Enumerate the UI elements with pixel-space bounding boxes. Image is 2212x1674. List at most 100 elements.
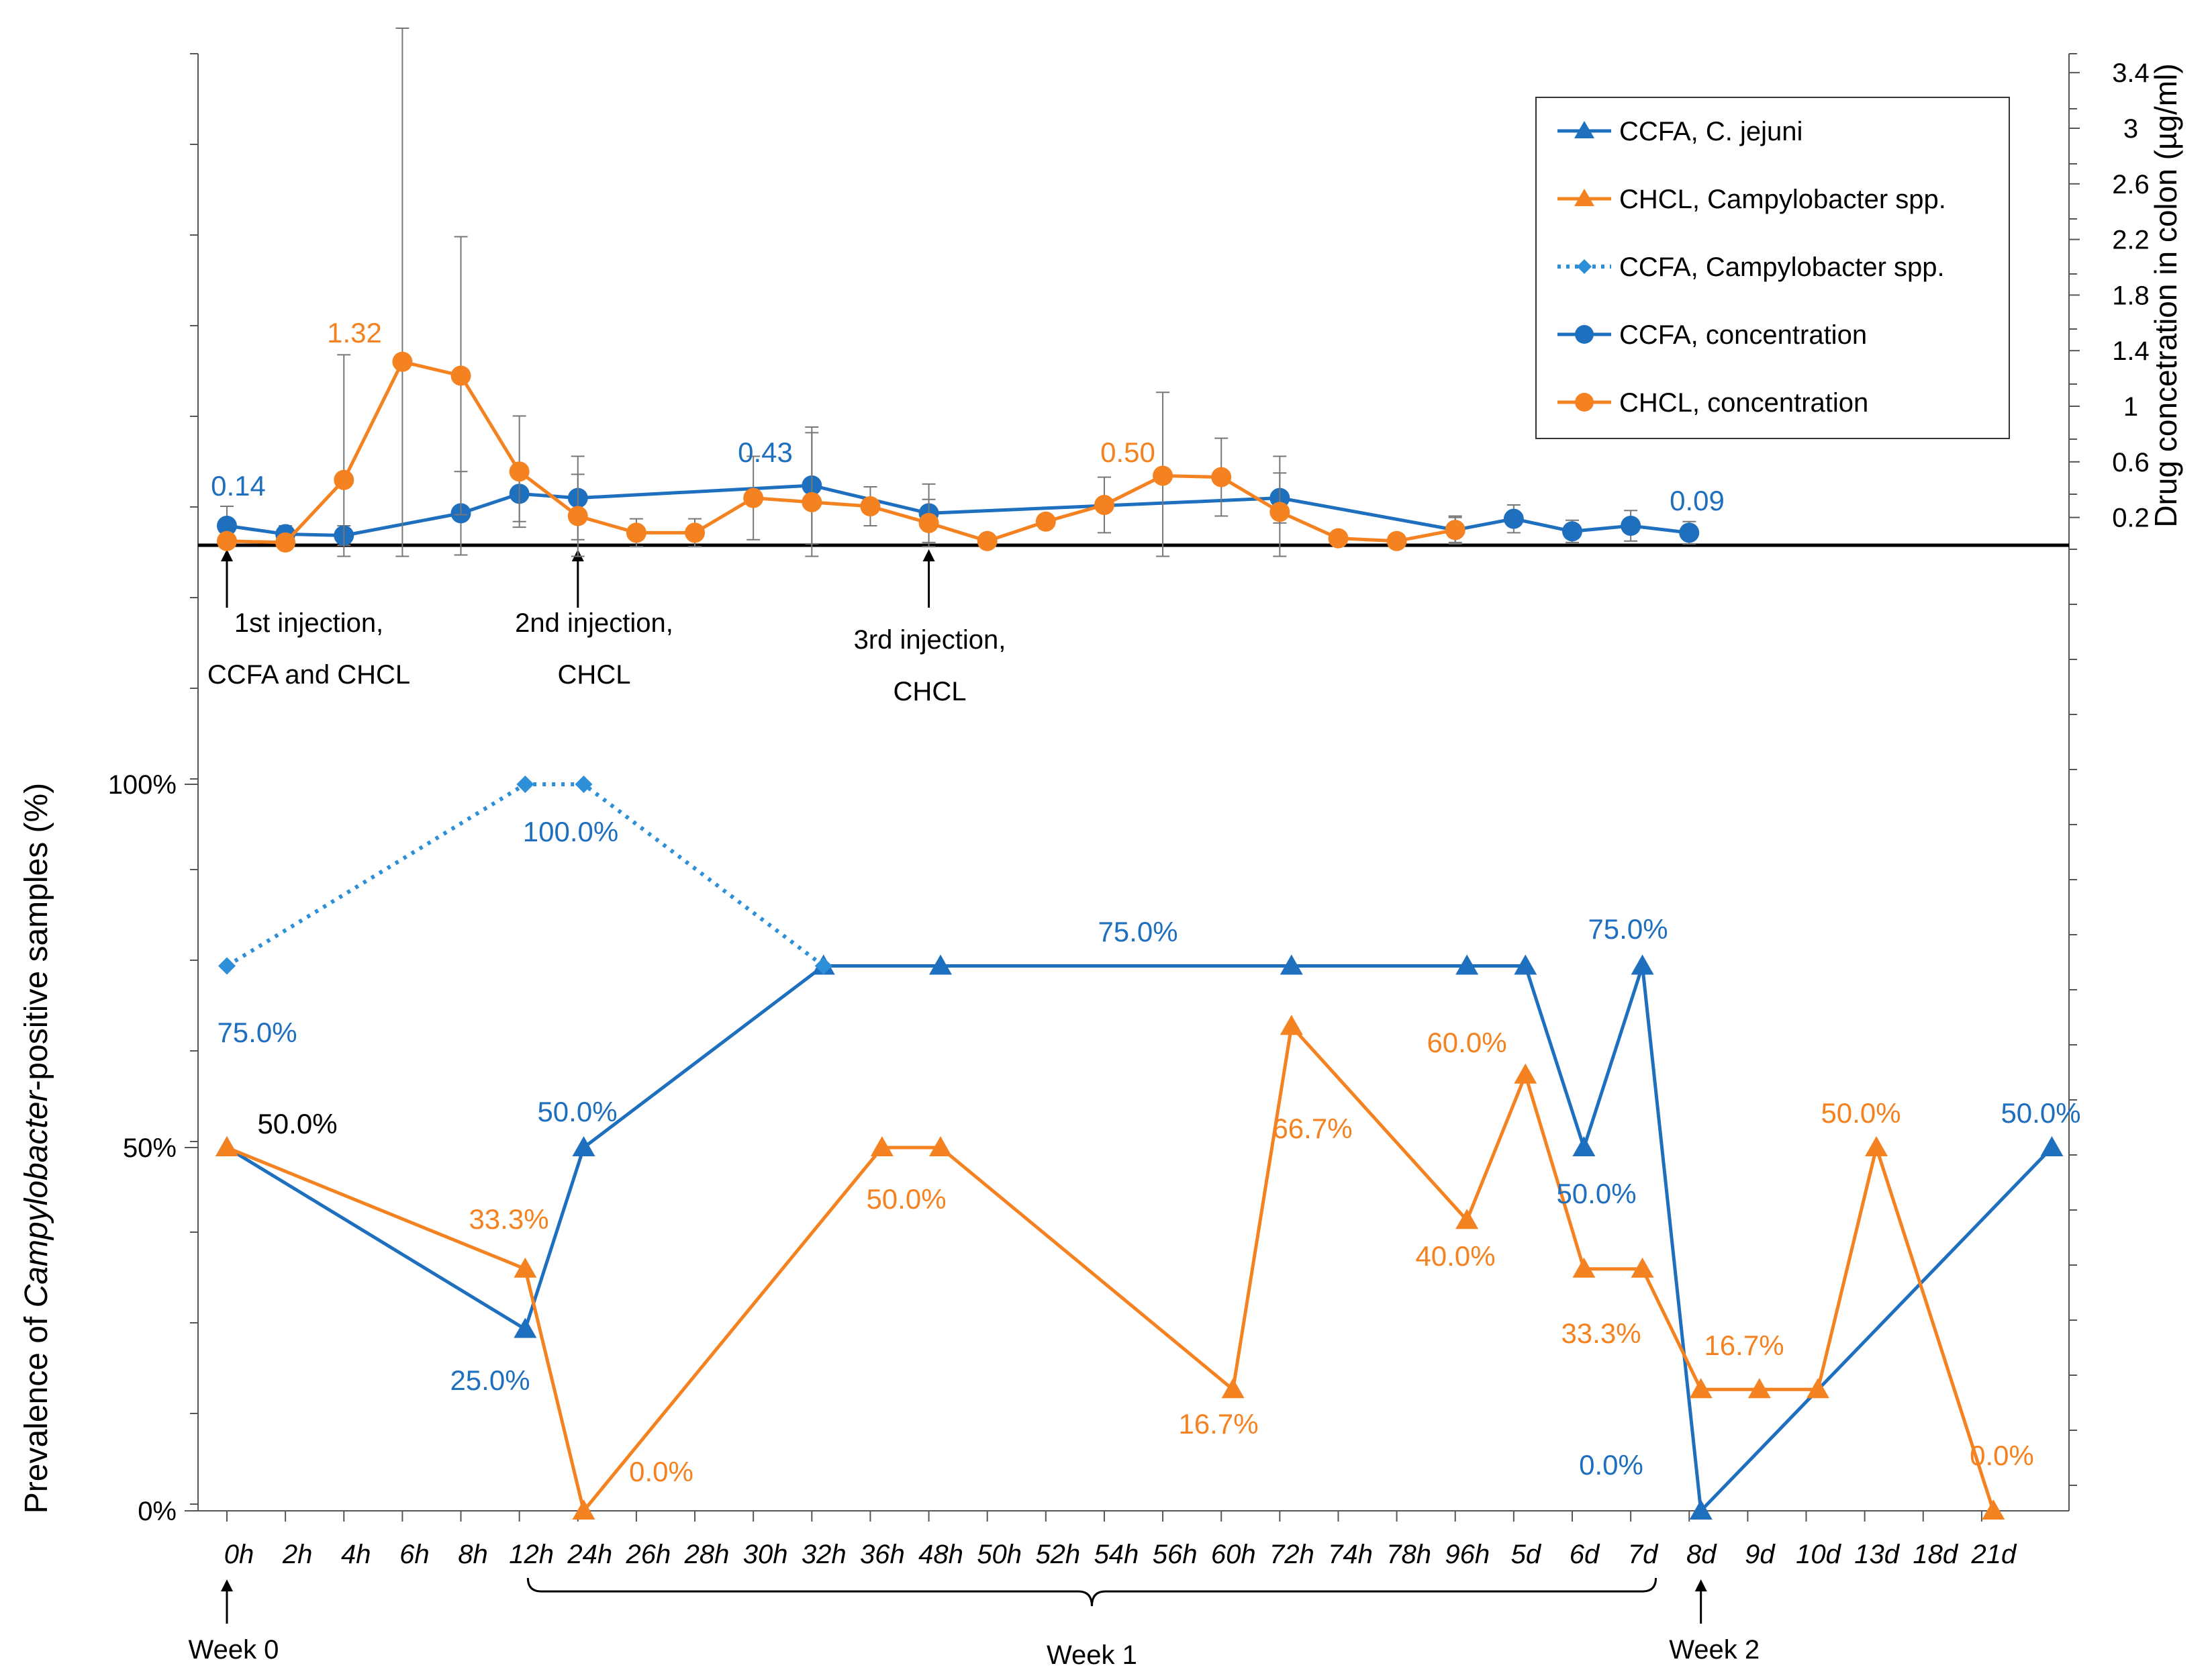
data-label: 75.0% <box>217 1017 297 1048</box>
concentration-label: 1.32 <box>327 317 382 348</box>
data-label: 50.0% <box>2001 1097 2080 1129</box>
left-axis-title-italic: Campylobacter <box>19 1090 54 1308</box>
data-label: 0.0% <box>1970 1440 2034 1471</box>
concentration-point <box>1445 520 1465 541</box>
prevalence-point <box>814 957 832 975</box>
concentration-line-1 <box>226 359 1456 545</box>
right-tick-label: 3 <box>2123 114 2138 144</box>
x-tick-label: 9d <box>1745 1540 1776 1569</box>
prevalence-point <box>218 957 236 975</box>
prevalence-point <box>1689 1378 1713 1399</box>
prevalence-point <box>514 1257 537 1278</box>
prevalence-point <box>928 1136 952 1156</box>
prevalence-point <box>516 776 534 793</box>
concentration-point <box>1386 530 1407 551</box>
week0-label: Week 0 <box>189 1635 279 1665</box>
prevalence-point <box>1806 1378 1829 1399</box>
x-tick-label: 26h <box>626 1540 671 1569</box>
data-label: 75.0% <box>1098 916 1177 947</box>
concentration-label: 0.50 <box>1100 436 1155 468</box>
concentration-point <box>1503 508 1524 529</box>
labels-group: 75.0% 50.0% 100.0% 33.3% 50.0% 25.0% 0.0% 50.0%… <box>207 317 2081 1487</box>
data-label: 0.0% <box>629 1456 693 1487</box>
right-tick-label: 0.6 <box>2112 448 2150 477</box>
left-axis-title-prefix: Prevalence of <box>19 1307 54 1514</box>
x-tick-label: 50h <box>977 1540 1022 1569</box>
concentration-point <box>334 469 354 490</box>
legend-label-2: CCFA, Campylobacter spp. <box>1619 252 1945 282</box>
x-tick-label: 2h <box>282 1540 313 1569</box>
data-label: 75.0% <box>1588 913 1668 945</box>
concentration-point <box>743 487 764 508</box>
prevalence-line-1 <box>226 1022 1995 1515</box>
x-tick-label: 96h <box>1445 1540 1490 1569</box>
concentration-point <box>685 522 706 543</box>
legend: CCFA, C. jejuni CHCL, Campylobacter spp. C… <box>1535 97 2010 439</box>
x-tick-label: 6d <box>1570 1540 1600 1569</box>
concentration-point <box>626 522 646 543</box>
x-tick-label: 5d <box>1511 1540 1542 1569</box>
prevalence-point <box>1631 954 1654 975</box>
concentration-label: 0.14 <box>211 470 266 502</box>
x-tick-label: 32h <box>802 1540 847 1569</box>
injection-annotation: CHCL <box>558 660 631 690</box>
x-tick-label: 21d <box>1971 1540 2017 1569</box>
x-tick-label: 18d <box>1913 1540 1958 1569</box>
legend-label-0: CCFA, C. jejuni <box>1619 117 1802 146</box>
left-tick-label: 50% <box>123 1133 177 1163</box>
prevalence-point <box>1982 1499 2005 1520</box>
data-label: 16.7% <box>1178 1408 1258 1440</box>
legend-label-3: CCFA, concentration <box>1619 320 1867 350</box>
concentration-point <box>918 512 939 533</box>
injection-annotation: 1st injection, <box>234 608 383 638</box>
legend-box <box>1535 97 2010 439</box>
x-tick-label: 72h <box>1269 1540 1314 1569</box>
x-tick-label: 54h <box>1094 1540 1139 1569</box>
legend-marker-3 <box>1575 325 1594 344</box>
x-tick-label: 30h <box>743 1540 788 1569</box>
week1-brace <box>526 1577 1657 1607</box>
right-tick-label: 3.4 <box>2112 58 2150 88</box>
week2-arrow-head <box>1694 1579 1707 1591</box>
concentration-line-0 <box>226 483 1690 538</box>
injection-annotation: CHCL <box>894 677 967 706</box>
data-label: 33.3% <box>1561 1317 1641 1349</box>
x-tick-label: 0h <box>224 1540 254 1569</box>
axes-group: 0% 50% 100% 0.2 0.6 1 1.4 1.8 2.2 2.6 3 3.4 Prevalen… <box>19 53 2183 1670</box>
x-tick-label: 12h <box>509 1540 554 1569</box>
right-tick-label: 1 <box>2123 392 2138 422</box>
prevalence-point <box>1865 1136 1888 1156</box>
data-label: 50.0% <box>1821 1097 1901 1129</box>
x-tick-label: 10d <box>1796 1540 1841 1569</box>
x-tick-label: 8h <box>458 1540 488 1569</box>
concentration-point <box>392 351 413 372</box>
injection-annotation: 3rd injection, <box>854 625 1006 655</box>
x-tick-label: 48h <box>918 1540 963 1569</box>
data-label: 0.0% <box>1579 1449 1643 1481</box>
data-label: 50.0% <box>866 1183 946 1215</box>
prevalence-point <box>870 1136 894 1156</box>
prevalence-point <box>1455 1209 1479 1229</box>
concentration-point <box>1269 502 1290 522</box>
x-tick-label: 8d <box>1686 1540 1717 1569</box>
injection-arrow-2-head <box>922 549 935 561</box>
prevalence-point <box>572 1136 595 1156</box>
concentration-point <box>1328 528 1349 549</box>
left-axis-title: Prevalence of Campylobacter-positive sam… <box>19 783 54 1514</box>
right-tick-label: 2.6 <box>2112 170 2150 199</box>
x-tick-label: 56h <box>1153 1540 1198 1569</box>
prevalence-point <box>572 1499 595 1520</box>
data-label: 50.0% <box>1556 1178 1636 1209</box>
concentration-label: 0.09 <box>1670 485 1725 516</box>
legend-marker-1 <box>1574 189 1594 206</box>
prevalence-point <box>928 954 952 975</box>
x-tick-label: 60h <box>1211 1540 1256 1569</box>
x-tick-label: 28h <box>684 1540 730 1569</box>
x-tick-label: 7d <box>1628 1540 1659 1569</box>
legend-marker-2 <box>1577 259 1592 274</box>
concentration-group <box>217 27 1700 557</box>
prevalence-point <box>215 1136 238 1156</box>
x-tick-label: 52h <box>1035 1540 1080 1569</box>
